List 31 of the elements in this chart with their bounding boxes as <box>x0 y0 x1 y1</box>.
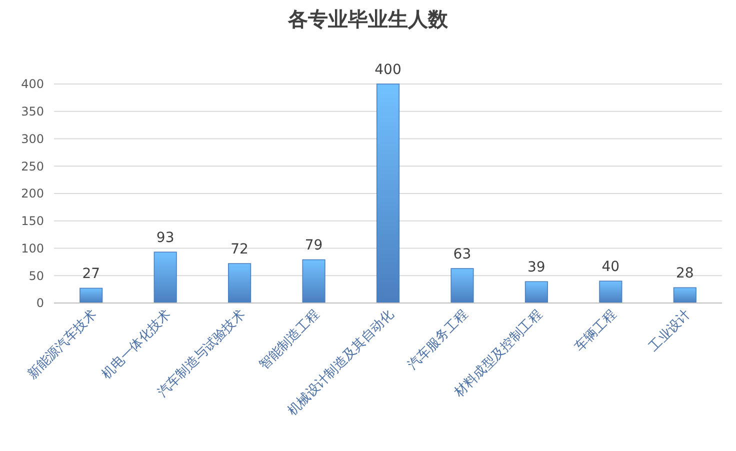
x-tick-label: 工业设计 <box>646 307 694 355</box>
x-tick-label: 智能制造工程 <box>256 307 323 373</box>
y-tick-label: 400 <box>21 77 44 92</box>
data-label: 40 <box>602 259 620 276</box>
bar <box>302 259 326 304</box>
data-label: 400 <box>374 62 402 78</box>
data-label: 63 <box>453 246 472 263</box>
y-tick-label: 150 <box>21 214 44 228</box>
bar <box>376 84 400 304</box>
bar <box>450 268 474 304</box>
data-label: 27 <box>82 266 100 282</box>
data-label: 28 <box>676 266 694 282</box>
bar <box>154 252 177 304</box>
bar <box>524 281 548 304</box>
bar <box>228 263 252 304</box>
bar <box>599 280 622 304</box>
y-tick-label: 350 <box>21 104 44 119</box>
data-label: 39 <box>528 260 546 276</box>
y-tick-label: 200 <box>21 186 44 201</box>
y-tick-label: 300 <box>21 132 44 146</box>
data-label: 79 <box>304 238 323 254</box>
x-tick-label: 车辆工程 <box>572 307 620 355</box>
x-tick-label: 汽车服务工程 <box>405 307 472 373</box>
y-tick-label: 100 <box>21 241 44 256</box>
data-label: 72 <box>230 242 248 258</box>
y-tick-label: 250 <box>21 159 44 174</box>
bar <box>673 287 696 304</box>
data-label: 93 <box>156 230 174 246</box>
chart-title: 各专业毕业生人数 <box>287 7 449 31</box>
y-tick-label: 50 <box>28 268 44 283</box>
bar <box>80 288 103 304</box>
